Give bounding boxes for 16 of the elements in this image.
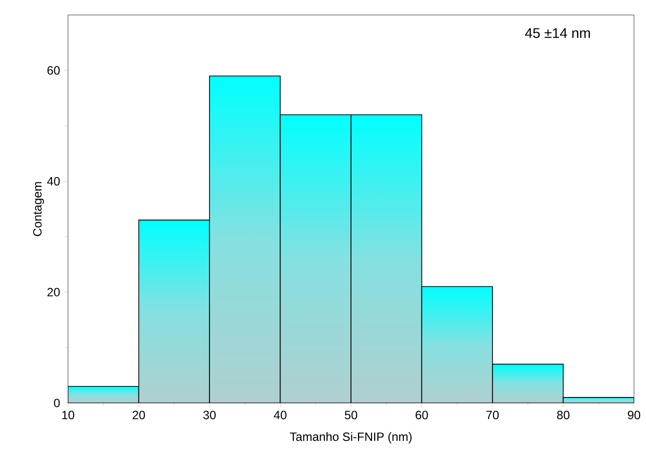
y-tick-label: 20 xyxy=(47,288,60,296)
x-tick-label: 30 xyxy=(203,410,216,420)
x-tick-label: 80 xyxy=(557,410,570,420)
y-tick-label: 40 xyxy=(47,177,60,186)
x-tick-label: 90 xyxy=(628,410,640,420)
x-tick-label: 10 xyxy=(62,410,74,420)
x-tick-label: 40 xyxy=(274,410,286,420)
y-axis-title: Contagem xyxy=(33,182,44,236)
x-tick-label: 20 xyxy=(132,410,145,420)
x-tick-label: 50 xyxy=(344,410,358,420)
y-tick-label: 0 xyxy=(54,398,60,408)
annotation: 45 ±14 nm xyxy=(525,28,590,38)
x-tick-label: 60 xyxy=(416,410,428,420)
y-tick-label: 60 xyxy=(47,66,60,75)
x-tick-label: 70 xyxy=(486,410,499,420)
x-axis-title: Tamanho Si-FNIP (nm) xyxy=(290,432,412,444)
